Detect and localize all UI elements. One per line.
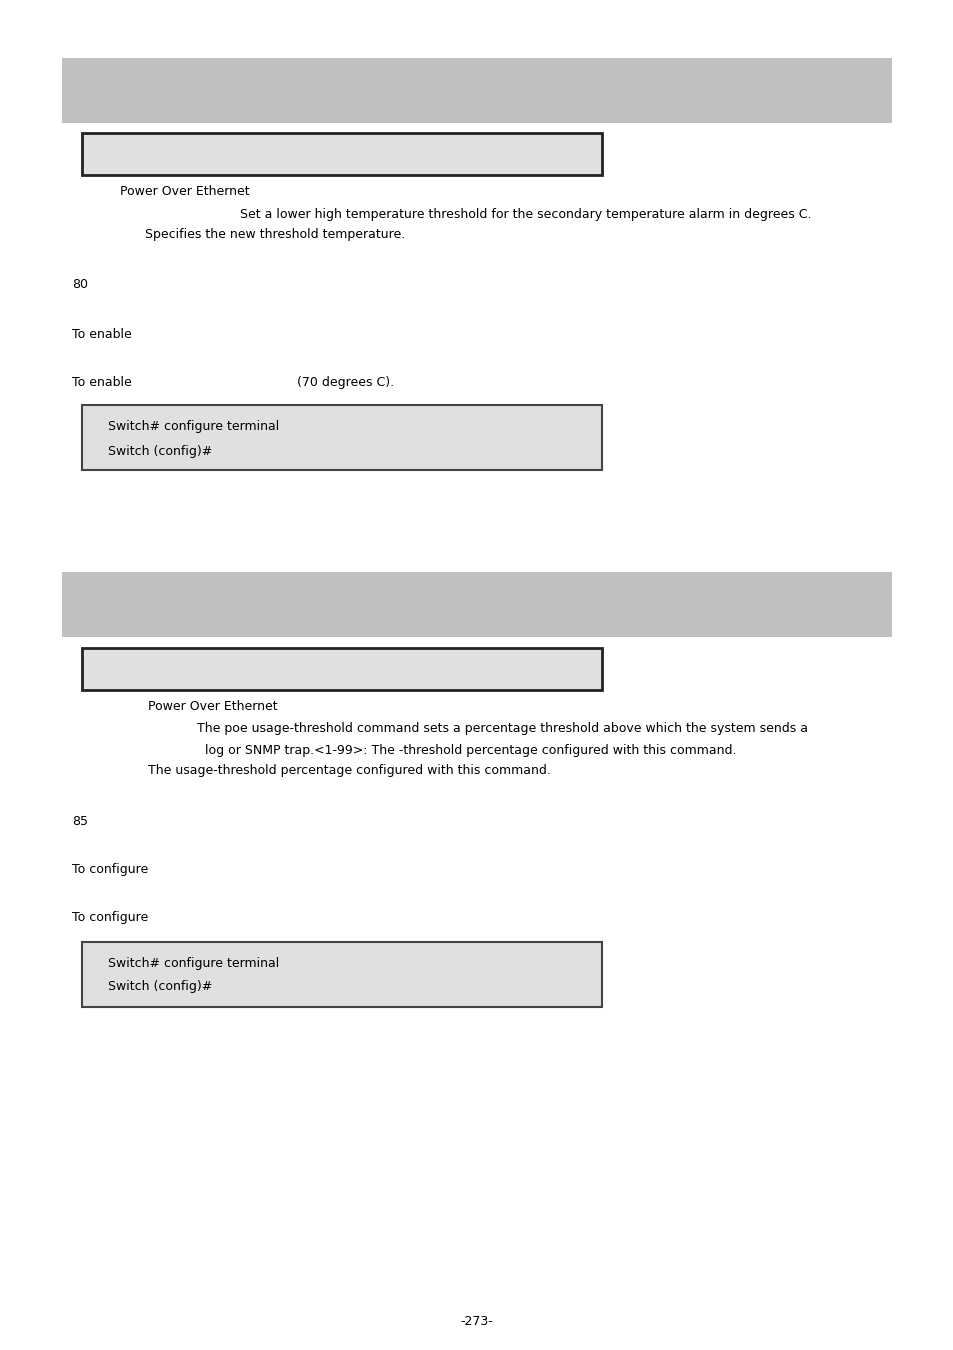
Bar [62, 572, 891, 637]
Text: -273-: -273- [460, 1315, 493, 1328]
Text: Power Over Ethernet: Power Over Ethernet [120, 185, 250, 198]
Text: Switch# configure terminal: Switch# configure terminal [108, 957, 279, 971]
Text: The poe usage-threshold command sets a percentage threshold above which the syst: The poe usage-threshold command sets a p… [196, 722, 807, 734]
Text: Power Over Ethernet: Power Over Ethernet [148, 701, 277, 713]
Text: To configure: To configure [71, 911, 148, 923]
Text: (70 degrees C).: (70 degrees C). [296, 377, 394, 389]
Text: To configure: To configure [71, 863, 148, 876]
Text: 80: 80 [71, 278, 88, 292]
Bar [62, 58, 891, 123]
Text: Switch (config)#: Switch (config)# [108, 446, 212, 458]
Text: Specifies the new threshold temperature.: Specifies the new threshold temperature. [145, 228, 405, 242]
Text: To enable: To enable [71, 377, 132, 389]
Bar [82, 942, 601, 1007]
Text: The usage-threshold percentage configured with this command.: The usage-threshold percentage configure… [148, 764, 550, 778]
Text: Switch# configure terminal: Switch# configure terminal [108, 420, 279, 433]
Text: Set a lower high temperature threshold for the secondary temperature alarm in de: Set a lower high temperature threshold f… [240, 208, 811, 221]
Bar [82, 134, 601, 176]
Text: Switch (config)#: Switch (config)# [108, 980, 212, 994]
Text: log or SNMP trap.<1-99>: The -threshold percentage configured with this command.: log or SNMP trap.<1-99>: The -threshold … [205, 744, 736, 757]
Text: To enable: To enable [71, 328, 132, 342]
Text: 85: 85 [71, 815, 88, 828]
Bar [82, 405, 601, 470]
Bar [82, 648, 601, 690]
